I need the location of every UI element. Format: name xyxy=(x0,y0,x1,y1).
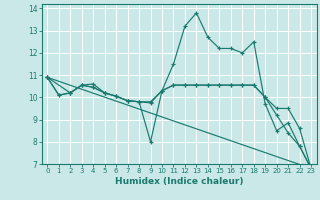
X-axis label: Humidex (Indice chaleur): Humidex (Indice chaleur) xyxy=(115,177,244,186)
